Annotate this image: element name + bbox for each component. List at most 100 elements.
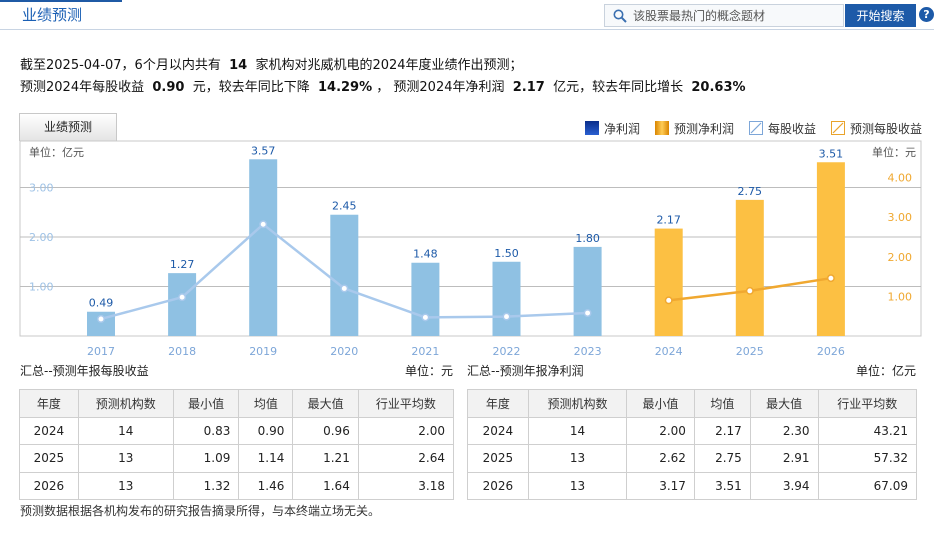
table-cell: 2.00: [357, 416, 455, 445]
summary-text: 元，较去年同比下降: [192, 80, 310, 95]
page-header: 业绩预测 开始搜索 ?: [0, 0, 934, 30]
table-row: 2025 13 2.62 2.75 2.91 57.32: [467, 444, 918, 473]
x-axis-tick-label: 2023: [574, 345, 602, 358]
legend-item-net-profit[interactable]: 净利润: [585, 120, 640, 137]
net-profit-bar: [654, 228, 683, 336]
table-cell: 2.75: [693, 444, 751, 473]
table-cell: 1.09: [172, 444, 240, 473]
summary-text: 亿元，较去年同比增长: [553, 80, 684, 95]
table-cell: 13: [527, 471, 628, 500]
left-axis-unit-label: 单位：亿元: [29, 145, 84, 159]
eps-point: [178, 293, 187, 302]
table-cell: 43.21: [817, 416, 918, 445]
page-title: 业绩预测: [22, 6, 83, 24]
summary-text: 预测2024年每股收益: [20, 80, 145, 95]
eps-forecast-table: 年度 预测机构数 最小值 均值 最大值 行业平均数 2024 14 0.83 0.90 0.96 2.…: [19, 389, 455, 500]
net-profit-bar: [735, 199, 764, 336]
table-cell: 1.14: [238, 444, 294, 473]
forecast-eps-point: [664, 296, 673, 305]
eps-forecast-value: 0.90: [152, 80, 185, 95]
net-profit-data-label: 1.80: [575, 232, 600, 245]
search-button[interactable]: 开始搜索: [845, 4, 916, 27]
table-cell: 1.64: [292, 471, 359, 500]
legend-item-forecast-net-profit[interactable]: 预测净利润: [655, 120, 734, 137]
table-header-row: 年度 预测机构数 最小值 均值 最大值 行业平均数: [19, 389, 455, 418]
net-profit-table-caption: 汇总--预测年报净利润: [467, 364, 584, 378]
net-profit-table-unit: 单位：亿元: [856, 364, 917, 378]
table-cell: 3.94: [749, 471, 819, 500]
column-header: 最小值: [172, 389, 240, 418]
x-axis-tick-label: 2022: [493, 345, 521, 358]
eps-point: [340, 284, 349, 293]
table-cell: 2025: [467, 444, 529, 473]
legend-swatch-eps: [749, 121, 763, 135]
table-cell: 2025: [19, 444, 79, 473]
eps-point: [97, 315, 105, 323]
net-profit-bar: [816, 162, 845, 336]
left-axis-tick-label: 3.00: [29, 182, 54, 195]
right-axis-tick-label: 1.00: [888, 290, 913, 303]
x-axis-tick-label: 2019: [249, 345, 277, 358]
table-cell: 0.90: [238, 416, 294, 445]
column-header: 最小值: [626, 389, 695, 418]
summary-line-2: 预测2024年每股收益 0.90 元，较去年同比下降 14.29% ， 预测20…: [20, 76, 746, 95]
performance-forecast-chart: 1.00 2.00 3.00 1.00 2.00 3.00 4.00 单位：亿元 单位：元 0.4…: [19, 140, 922, 358]
table-cell: 14: [527, 416, 628, 445]
legend-swatch-forecast-eps: [831, 121, 845, 135]
x-axis-tick-label: 2021: [411, 345, 439, 358]
chart-tab[interactable]: 业绩预测: [19, 113, 117, 141]
table-row: 2025 13 1.09 1.14 1.21 2.64: [19, 444, 455, 473]
column-header: 行业平均数: [817, 389, 918, 418]
forecast-eps-point: [826, 274, 835, 283]
table-cell: 2.00: [626, 416, 695, 445]
institution-count: 14: [229, 58, 248, 73]
net-profit-bar: [573, 246, 602, 336]
table-cell: 2024: [467, 416, 529, 445]
eps-table-caption: 汇总--预测年报每股收益: [20, 364, 149, 378]
net-profit-forecast-value: 2.17: [512, 80, 545, 95]
help-icon[interactable]: ?: [919, 7, 934, 22]
table-cell: 13: [77, 444, 174, 473]
table-cell: 2.62: [626, 444, 695, 473]
column-header: 最大值: [749, 389, 819, 418]
net-profit-bar: [330, 214, 359, 336]
net-profit-data-label: 2.17: [656, 214, 681, 227]
eps-point: [421, 313, 430, 322]
table-cell: 2024: [19, 416, 79, 445]
search-input[interactable]: [633, 6, 841, 25]
header-tab: [0, 0, 122, 30]
column-header: 行业平均数: [357, 389, 455, 418]
left-axis-tick-label: 1.00: [29, 281, 54, 294]
search-icon: [613, 9, 627, 23]
table-cell: 3.51: [693, 471, 751, 500]
x-axis-tick-label: 2024: [655, 345, 683, 358]
table-cell: 0.96: [292, 416, 359, 445]
eps-point: [583, 309, 592, 317]
legend-item-eps[interactable]: 每股收益: [749, 120, 816, 137]
table-cell: 13: [527, 444, 628, 473]
summary-text: ， 预测2024年净利润: [376, 80, 505, 95]
net-profit-data-label: 1.50: [494, 247, 519, 260]
right-axis-tick-label: 2.00: [888, 251, 913, 264]
net-profit-change-value: 20.63%: [691, 80, 746, 95]
net-profit-data-label: 3.51: [819, 147, 844, 160]
table-cell: 14: [77, 416, 174, 445]
table-cell: 2.30: [749, 416, 819, 445]
table-cell: 2026: [467, 471, 529, 500]
right-axis-unit-label: 单位：元: [872, 145, 916, 159]
x-axis-tick-label: 2018: [168, 345, 196, 358]
net-profit-data-label: 2.45: [332, 200, 357, 213]
summary-text: 家机构对兆威机电的2024年度业绩作出预测；: [255, 58, 523, 73]
net-profit-bar: [249, 159, 278, 336]
column-header: 年度: [467, 389, 529, 418]
net-profit-data-label: 2.75: [738, 185, 763, 198]
legend-item-forecast-eps[interactable]: 预测每股收益: [831, 120, 922, 137]
legend-swatch-net-profit: [585, 121, 599, 135]
net-profit-data-label: 1.48: [413, 248, 438, 261]
column-header: 年度: [19, 389, 79, 418]
legend-label: 净利润: [604, 122, 641, 136]
eps-change-value: 14.29%: [317, 80, 373, 95]
legend-label: 预测每股收益: [850, 122, 923, 136]
disclaimer: 预测数据根据各机构发布的研究报告摘录所得，与本终端立场无关。: [20, 504, 381, 518]
summary-line-1: 截至2025-04-07，6个月以内共有 14 家机构对兆威机电的2024年度业…: [20, 54, 523, 73]
